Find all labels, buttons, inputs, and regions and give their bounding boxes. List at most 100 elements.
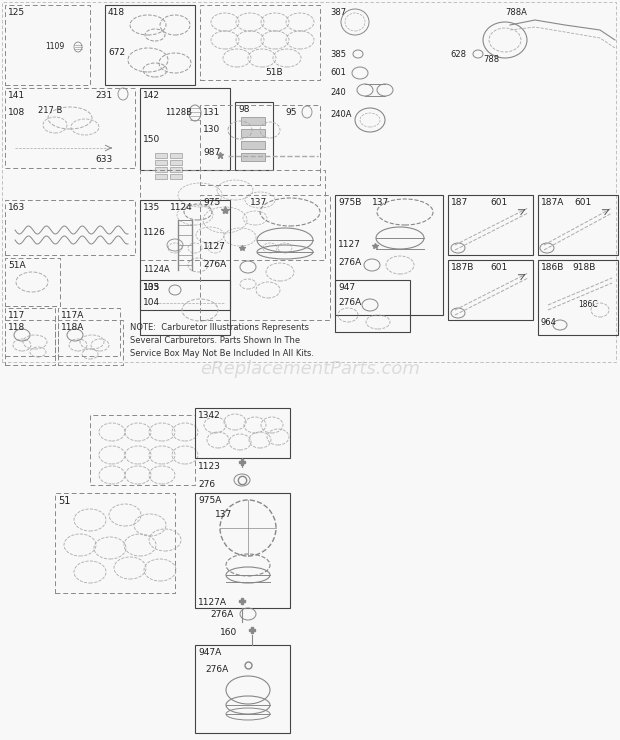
Bar	[2, 2, 616, 362]
Bar	[5, 88, 135, 168]
Bar	[195, 408, 290, 458]
Text: 163: 163	[8, 203, 25, 212]
Bar	[241, 141, 265, 149]
Bar	[170, 153, 182, 158]
Text: 240A: 240A	[330, 110, 352, 119]
Bar	[448, 260, 533, 320]
Text: 135: 135	[143, 203, 160, 212]
Text: 95: 95	[285, 108, 296, 117]
Bar	[235, 102, 273, 170]
Bar	[195, 493, 290, 608]
Text: 672: 672	[108, 48, 125, 57]
Bar	[170, 174, 182, 179]
Bar	[241, 153, 265, 161]
Text: 1109: 1109	[45, 42, 64, 51]
Text: 987: 987	[203, 148, 220, 157]
Text: 130: 130	[203, 125, 220, 134]
Bar	[105, 5, 195, 85]
Text: 628: 628	[450, 50, 466, 59]
Text: 186C: 186C	[578, 300, 598, 309]
Text: 187A: 187A	[541, 198, 564, 207]
Text: 1126: 1126	[143, 228, 166, 237]
Text: 975: 975	[203, 198, 220, 207]
Text: 1124: 1124	[170, 203, 193, 212]
Bar	[335, 280, 410, 332]
Bar	[140, 200, 230, 310]
Text: 601: 601	[574, 198, 591, 207]
Text: 947A: 947A	[198, 648, 221, 657]
Bar	[140, 88, 230, 170]
Text: 975B: 975B	[338, 198, 361, 207]
Text: 385: 385	[330, 50, 346, 59]
Text: 105: 105	[143, 283, 160, 292]
Text: NOTE:  Carburetor Illustrations Represents
Several Carburetors. Parts Shown In T: NOTE: Carburetor Illustrations Represent…	[130, 323, 314, 358]
Bar	[200, 105, 320, 185]
Text: 276A: 276A	[210, 610, 233, 619]
Text: 1127A: 1127A	[198, 598, 227, 607]
Text: 150: 150	[143, 135, 160, 144]
Text: 160: 160	[220, 628, 237, 637]
Text: 601: 601	[490, 198, 507, 207]
Text: 118A: 118A	[61, 323, 84, 332]
Text: 276: 276	[198, 480, 215, 489]
Text: 104: 104	[143, 298, 160, 307]
Text: 187: 187	[451, 198, 468, 207]
Text: 240: 240	[330, 88, 346, 97]
Text: 947: 947	[338, 283, 355, 292]
Bar	[241, 117, 265, 125]
Bar	[5, 200, 135, 255]
Text: 137: 137	[372, 198, 389, 207]
Text: 1342: 1342	[198, 411, 221, 420]
Text: 276A: 276A	[205, 665, 228, 674]
Text: 137: 137	[250, 198, 267, 207]
Bar	[140, 170, 325, 260]
Text: 601: 601	[330, 68, 346, 77]
Bar	[155, 167, 167, 172]
Bar	[170, 167, 182, 172]
Text: 51B: 51B	[265, 68, 283, 77]
Bar	[170, 160, 182, 165]
Text: 117: 117	[8, 311, 25, 320]
Bar	[55, 493, 175, 593]
Bar	[90, 415, 195, 485]
Text: 1127: 1127	[338, 240, 361, 249]
Text: 975A: 975A	[198, 496, 221, 505]
Bar	[241, 129, 265, 137]
Text: 51A: 51A	[8, 261, 25, 270]
Bar	[5, 308, 55, 356]
Text: 186B: 186B	[541, 263, 564, 272]
Text: 276A: 276A	[338, 258, 361, 267]
Text: 131: 131	[203, 108, 220, 117]
Text: 418: 418	[108, 8, 125, 17]
Text: 118: 118	[8, 323, 25, 332]
Text: 142: 142	[143, 91, 160, 100]
Text: 1124A: 1124A	[143, 265, 170, 274]
Text: 141: 141	[8, 91, 25, 100]
Bar	[5, 320, 55, 365]
Text: 125: 125	[8, 8, 25, 17]
Bar	[140, 280, 230, 335]
Text: 108: 108	[8, 108, 25, 117]
Text: 137: 137	[215, 510, 232, 519]
Bar	[5, 258, 60, 306]
Text: 98: 98	[238, 105, 249, 114]
Bar	[58, 320, 123, 365]
Text: 276A: 276A	[338, 298, 361, 307]
Text: 601: 601	[490, 263, 507, 272]
Text: 217 B: 217 B	[38, 106, 63, 115]
Text: 117A: 117A	[61, 311, 84, 320]
Text: 1127: 1127	[203, 242, 226, 251]
Text: 964: 964	[541, 318, 557, 327]
Text: 788A: 788A	[505, 8, 527, 17]
Bar	[538, 260, 618, 335]
Text: 133: 133	[143, 283, 160, 292]
Text: 918B: 918B	[572, 263, 595, 272]
Bar	[155, 160, 167, 165]
Text: 1123: 1123	[198, 462, 221, 471]
Text: 633: 633	[95, 155, 112, 164]
Bar	[200, 5, 320, 80]
Text: 231: 231	[95, 91, 112, 100]
Bar	[155, 174, 167, 179]
Bar	[195, 645, 290, 733]
Bar	[5, 5, 90, 85]
